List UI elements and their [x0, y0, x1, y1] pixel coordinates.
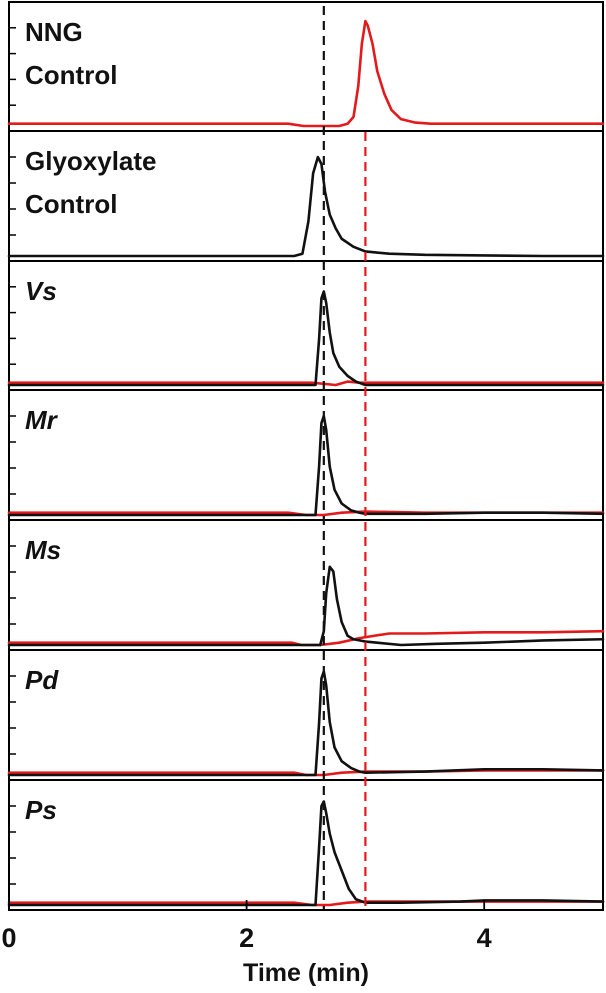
- panel-ms-4: [7, 519, 605, 651]
- panel-label-line2-glyoxylate-control: Control: [25, 189, 117, 219]
- x-tick-label-2: 2: [239, 923, 254, 953]
- panel-pd-5: [7, 649, 605, 781]
- panel-label-nng-control: NNG: [25, 17, 83, 47]
- x-tick-label-4: 4: [477, 923, 492, 953]
- series-black-glyoxylate-control: [7, 155, 605, 258]
- series-black-ps-6: [7, 800, 605, 907]
- x-tick-label-0: 0: [1, 923, 16, 953]
- panel-label-vs-2: Vs: [25, 276, 57, 306]
- panel-frame-vs-2: [8, 260, 604, 391]
- panel-label-glyoxylate-control: Glyoxylate: [25, 146, 157, 176]
- panel-frame-pd-5: [8, 649, 604, 781]
- reference-lines-layer: [322, 6, 367, 910]
- series-red-vs-2: [7, 380, 605, 387]
- series-black-pd-5: [7, 670, 605, 777]
- panels-layer: [7, 1, 605, 911]
- series-black-vs-2: [7, 290, 605, 387]
- series-black-ms-4: [7, 565, 605, 647]
- x-axis-label: Time (min): [243, 959, 369, 987]
- panel-vs-2: [7, 260, 605, 391]
- series-red-ms-4: [7, 629, 605, 647]
- panel-label-ms-4: Ms: [25, 535, 61, 565]
- panel-ps-6: [7, 779, 605, 911]
- panel-label-ps-6: Ps: [25, 795, 57, 825]
- panel-label-line2-nng-control: Control: [25, 60, 117, 90]
- panel-frame-ms-4: [8, 519, 604, 651]
- panel-label-pd-5: Pd: [25, 665, 59, 695]
- panel-label-mr-3: Mr: [25, 405, 59, 435]
- panel-frame-ps-6: [8, 779, 604, 911]
- panel-frame-mr-3: [8, 389, 604, 521]
- series-black-mr-3: [7, 414, 605, 517]
- x-axis-layer: 0 2 4 Time (min): [1, 900, 603, 987]
- series-red-nng-control: [7, 19, 605, 128]
- panel-mr-3: [7, 389, 605, 521]
- labels-layer: NNG Control Glyoxylate Control Vs Mr Ms Pd Ps: [25, 17, 157, 825]
